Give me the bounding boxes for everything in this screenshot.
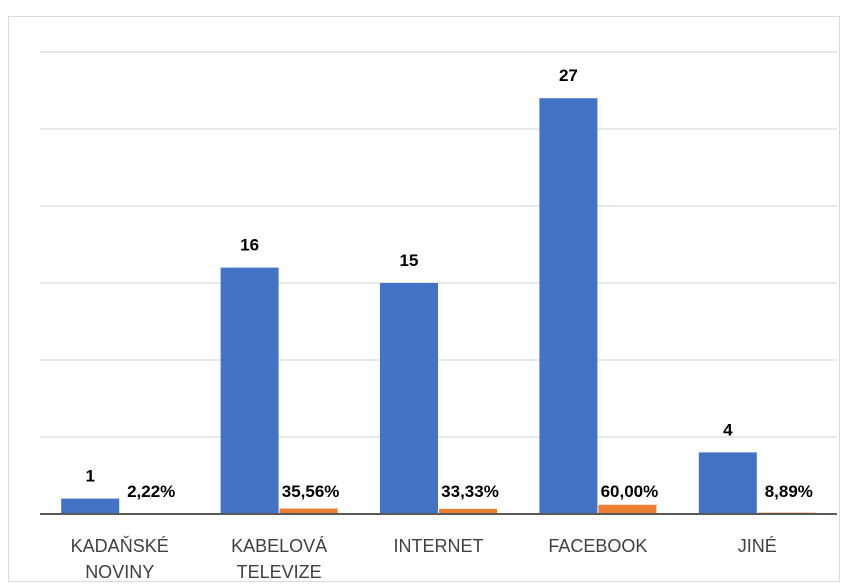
bar-count (380, 283, 438, 514)
data-label-percent: 33,33% (441, 482, 499, 501)
bar-percent (598, 504, 657, 514)
category-label: NOVINY (85, 562, 154, 582)
category-label: FACEBOOK (548, 536, 647, 556)
bar-percent (279, 508, 338, 514)
data-label-count: 1 (85, 467, 94, 486)
category-label: JINÉ (738, 536, 777, 556)
bar-percent (439, 508, 497, 514)
data-label-percent: 60,00% (601, 482, 659, 501)
bar-count (698, 452, 757, 514)
bar-count (539, 98, 598, 514)
data-label-count: 16 (240, 236, 259, 255)
data-label-count: 4 (723, 420, 733, 439)
data-label-count: 27 (559, 66, 578, 85)
data-label-percent: 35,56% (282, 482, 340, 501)
category-label: KABELOVÁ (231, 536, 327, 556)
category-label: INTERNET (394, 536, 484, 556)
category-label: KADAŇSKÉ (71, 536, 169, 556)
data-label-percent: 2,22% (127, 482, 175, 501)
bar-count (61, 498, 120, 514)
bar-count (220, 267, 279, 514)
data-label-count: 15 (400, 251, 419, 270)
data-label-percent: 8,89% (765, 482, 813, 501)
category-label: TELEVIZE (237, 562, 322, 582)
